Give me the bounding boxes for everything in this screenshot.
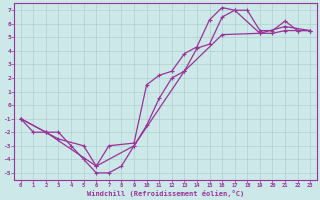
X-axis label: Windchill (Refroidissement éolien,°C): Windchill (Refroidissement éolien,°C)	[87, 190, 244, 197]
